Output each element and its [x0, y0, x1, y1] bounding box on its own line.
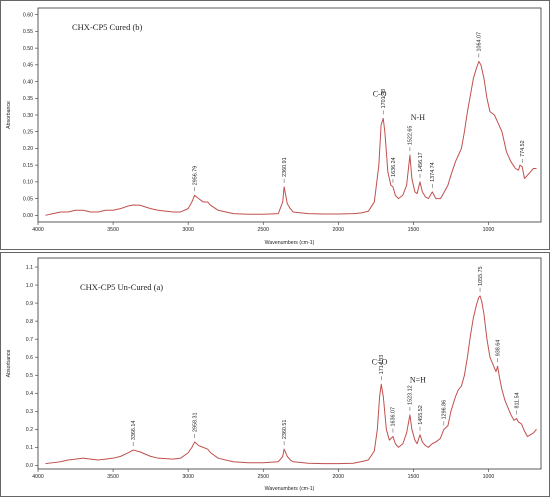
y-tick-label: 0.1 [26, 445, 33, 451]
peak-label: 2360.91 [282, 157, 288, 177]
y-tick-label: 0.05 [23, 196, 33, 202]
y-tick-label: 0.6 [26, 355, 33, 361]
y-tick-label: 0.15 [23, 163, 33, 169]
y-tick-label: 0.8 [26, 319, 33, 325]
x-tick-label: 3500 [107, 474, 119, 480]
y-tick-label: 0.2 [26, 427, 33, 433]
x-tick-label: 2500 [257, 474, 269, 480]
peak-label: 938.64 [495, 340, 501, 357]
peak-label: 2958.31 [193, 412, 199, 432]
y-tick-label: 0.30 [23, 113, 33, 119]
y-tick-label: 0.50 [23, 46, 33, 52]
peak-label: 2360.51 [282, 420, 288, 440]
y-tick-label: 0.45 [23, 63, 33, 69]
y-axis-title: Absorbance [6, 350, 12, 378]
peak-label: 1522.65 [408, 126, 414, 146]
panel-title: CHX-CP5 Cured (b) [72, 22, 143, 32]
y-tick-label: 0.40 [23, 79, 33, 85]
plot-area [37, 7, 542, 223]
panel-title: CHX-CP5 Un-Cured (a) [80, 282, 163, 292]
plot-area [37, 257, 542, 470]
y-tick-label: 0.9 [26, 301, 33, 307]
peak-label: 1523.12 [408, 385, 414, 405]
peak-label: 1456.17 [418, 152, 424, 172]
x-tick-label: 1500 [408, 474, 420, 480]
y-tick-label: 0.7 [26, 337, 33, 343]
x-tick-label: 2500 [257, 227, 269, 233]
x-tick-label: 4000 [32, 474, 44, 480]
x-tick-label: 1000 [483, 227, 495, 233]
x-tick-label: 4000 [32, 227, 44, 233]
x-axis-title: Wavenumbers (cm-1) [265, 486, 315, 492]
spectrum-line [45, 61, 537, 216]
peak-label: 1455.52 [418, 405, 424, 425]
y-tick-label: 0.5 [26, 373, 33, 379]
y-tick-label: 0.25 [23, 130, 33, 136]
peak-label: 1374.74 [430, 162, 436, 182]
peak-label: 1296.86 [442, 400, 448, 420]
y-tick-label: 0.20 [23, 146, 33, 152]
peak-label: 1714.33 [379, 355, 385, 375]
peak-label: 1701.43 [381, 89, 387, 109]
x-tick-label: 3000 [182, 474, 194, 480]
group-label: N-H [411, 113, 425, 122]
y-tick-label: 0.10 [23, 180, 33, 186]
group-label: C=O [372, 357, 388, 366]
panel-uncured: 4000 3500 3000 2500 2000 1500 1000 0.0 0.1 0.2 0.3… [6, 257, 542, 492]
peak-label: 774.52 [520, 140, 526, 157]
peak-label: 1055.75 [478, 266, 484, 286]
x-tick-label: 3500 [107, 227, 119, 233]
panel-cured: 4000 3500 3000 2500 2000 1500 1000 0.00 0.05 0.10… [6, 7, 542, 246]
y-tick-label: 0.55 [23, 29, 33, 35]
y-tick-label: 0.00 [23, 213, 33, 219]
y-tick-label: 0.3 [26, 409, 33, 415]
x-tick-label: 1000 [483, 474, 495, 480]
x-tick-label: 2000 [333, 227, 345, 233]
peak-label: 3366.14 [131, 421, 137, 441]
peak-label: 1636.07 [391, 407, 397, 427]
y-tick-label: 0.60 [23, 12, 33, 18]
spectrum-line [45, 295, 537, 465]
x-tick-label: 2000 [333, 474, 345, 480]
group-label: N=H [410, 375, 426, 384]
x-tick-label: 3000 [182, 227, 194, 233]
peak-label: 1636.24 [391, 157, 397, 177]
y-tick-label: 0.35 [23, 96, 33, 102]
y-tick-label: 0.0 [26, 463, 33, 469]
y-tick-label: 1.1 [26, 265, 33, 271]
x-axis-title: Wavenumbers (cm-1) [265, 240, 315, 246]
y-axis-title: Absorbance [6, 101, 12, 129]
x-tick-label: 1500 [408, 227, 420, 233]
y-tick-label: 0.4 [26, 391, 33, 397]
group-label: C-O [373, 90, 387, 99]
y-tick-label: 1.0 [26, 283, 33, 289]
peak-label: 1064.07 [477, 32, 483, 52]
peak-label: 2956.79 [192, 166, 198, 186]
peak-label: 811.54 [514, 392, 520, 408]
